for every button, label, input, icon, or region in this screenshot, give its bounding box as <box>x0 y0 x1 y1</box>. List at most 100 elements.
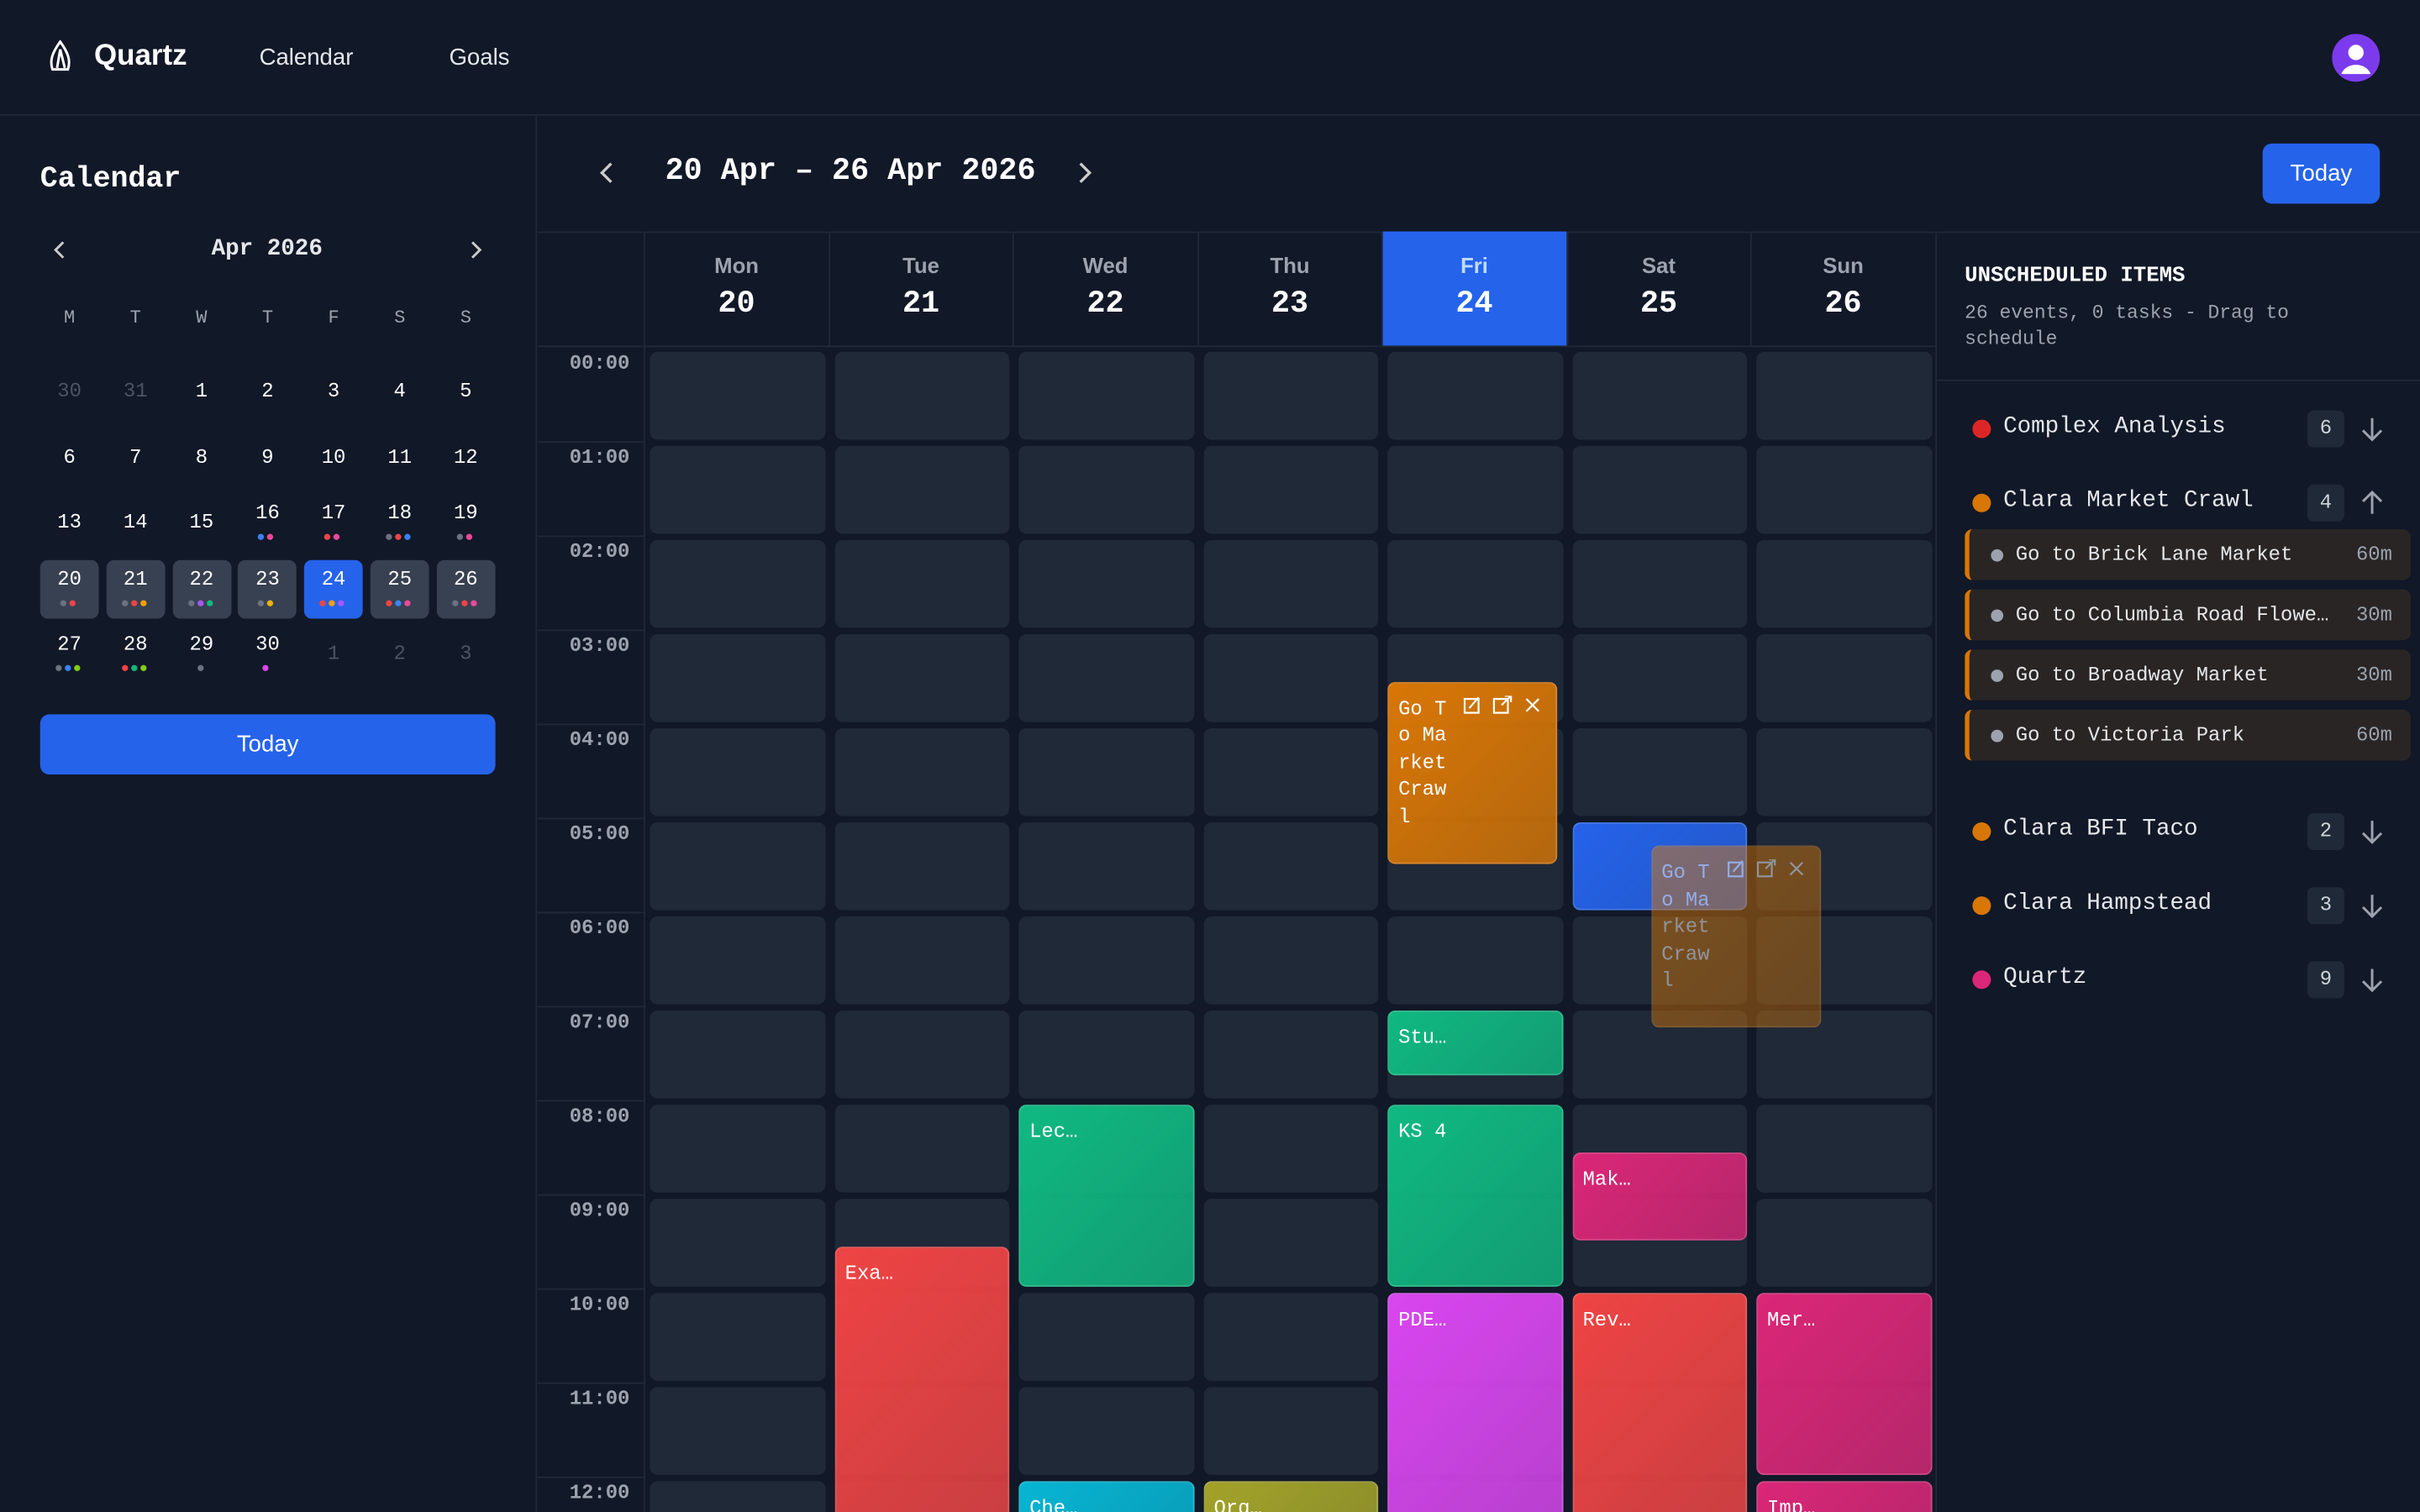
day-cell[interactable]: 29 <box>172 626 231 685</box>
avatar[interactable] <box>2332 34 2381 82</box>
day-cell[interactable]: 24 <box>304 559 363 619</box>
group-row[interactable]: Quartz 9 <box>1937 959 2420 1000</box>
slot[interactable] <box>1202 445 1379 534</box>
day-cell[interactable]: 23 <box>238 559 297 619</box>
day-cell[interactable]: 30 <box>40 363 99 422</box>
today-button[interactable]: Today <box>39 714 496 775</box>
event[interactable]: Imp… <box>1756 1481 1932 1512</box>
slot[interactable] <box>1202 727 1379 816</box>
slot[interactable] <box>834 1105 1010 1193</box>
day-cell[interactable]: 9 <box>239 428 297 487</box>
slot[interactable] <box>1756 351 1932 440</box>
day-cell[interactable]: 2 <box>239 363 297 422</box>
event[interactable]: Org… <box>1202 1481 1379 1512</box>
slot[interactable] <box>650 445 825 534</box>
day-cell[interactable]: 30 <box>239 626 297 685</box>
slot[interactable] <box>1756 1199 1932 1287</box>
slot[interactable] <box>1202 539 1379 628</box>
event[interactable]: Rev… <box>1571 1293 1748 1512</box>
event[interactable]: Mak… <box>1571 1152 1748 1240</box>
day-cell[interactable]: 14 <box>106 494 165 553</box>
slot[interactable] <box>1018 1387 1194 1475</box>
day-cell[interactable]: 11 <box>371 428 429 487</box>
toggle[interactable] <box>2360 817 2384 845</box>
slot[interactable] <box>834 445 1010 534</box>
day-cell[interactable]: 7 <box>106 428 165 487</box>
event[interactable]: Che… <box>1018 1481 1194 1512</box>
slot[interactable] <box>834 1011 1010 1099</box>
unscheduled-item[interactable]: Go to Brick Lane Market 60m <box>1965 529 2411 580</box>
slot[interactable] <box>1202 633 1379 722</box>
slot[interactable] <box>650 1011 825 1099</box>
day-header[interactable]: Sat 25 <box>1567 231 1752 346</box>
prev-month[interactable] <box>50 239 71 261</box>
slot[interactable] <box>1756 727 1932 816</box>
slot[interactable] <box>1387 351 1563 440</box>
group-row[interactable]: Clara BFI Taco 2 <box>1937 811 2420 852</box>
day-cell[interactable]: 1 <box>304 626 363 685</box>
slot[interactable] <box>1202 1199 1379 1287</box>
slot[interactable] <box>650 1293 825 1381</box>
slot[interactable] <box>1571 633 1748 722</box>
slot[interactable] <box>1202 1293 1379 1381</box>
slot[interactable] <box>1756 1105 1932 1193</box>
day-cell[interactable]: 21 <box>106 559 166 619</box>
slot[interactable] <box>1018 1011 1194 1099</box>
day-header[interactable]: Wed 22 <box>1014 231 1199 346</box>
day-cell[interactable]: 5 <box>436 363 495 422</box>
day-cell[interactable]: 8 <box>172 428 231 487</box>
slot[interactable] <box>834 351 1010 440</box>
day-cell[interactable]: 10 <box>304 428 363 487</box>
slot[interactable] <box>650 539 825 628</box>
unscheduled-item[interactable]: Go to Columbia Road Flowe… 30m <box>1965 589 2411 641</box>
day-cell[interactable]: 4 <box>371 363 429 422</box>
day-cell[interactable]: 25 <box>370 559 429 619</box>
slot[interactable] <box>1202 1387 1379 1475</box>
slot[interactable] <box>1387 916 1563 1005</box>
slot[interactable] <box>834 539 1010 628</box>
day-cell[interactable]: 3 <box>436 626 495 685</box>
slot[interactable] <box>1202 1011 1379 1099</box>
day-cell[interactable]: 26 <box>436 559 496 619</box>
day-cell[interactable]: 1 <box>172 363 231 422</box>
toggle[interactable] <box>2360 966 2384 994</box>
event[interactable]: Exa… <box>834 1246 1010 1512</box>
day-cell[interactable]: 3 <box>304 363 363 422</box>
day-cell[interactable]: 20 <box>39 559 99 619</box>
nav-link[interactable]: Calendar <box>259 45 354 71</box>
slot[interactable] <box>1202 916 1379 1005</box>
slot[interactable] <box>1756 539 1932 628</box>
day-header[interactable]: Sun 26 <box>1752 231 1937 346</box>
next-week[interactable] <box>1074 160 1096 185</box>
slot[interactable] <box>1018 1293 1194 1381</box>
slot[interactable] <box>1571 351 1748 440</box>
day-header[interactable]: Tue 21 <box>829 231 1014 346</box>
prev-week[interactable] <box>596 160 618 185</box>
slot[interactable] <box>1202 351 1379 440</box>
day-header[interactable]: Fri 24 <box>1382 231 1568 346</box>
group-row[interactable]: Clara Hampstead 3 <box>1937 885 2420 926</box>
toggle[interactable] <box>2360 415 2384 443</box>
slot[interactable] <box>834 633 1010 722</box>
day-cell[interactable]: 27 <box>40 626 99 685</box>
slot[interactable] <box>650 1105 825 1193</box>
day-cell[interactable]: 19 <box>436 494 495 553</box>
day-cell[interactable]: 12 <box>436 428 495 487</box>
slot[interactable] <box>834 822 1010 911</box>
day-cell[interactable]: 13 <box>40 494 99 553</box>
slot[interactable] <box>1018 822 1194 911</box>
slot[interactable] <box>1018 633 1194 722</box>
slot[interactable] <box>1571 539 1748 628</box>
toggle[interactable] <box>2360 892 2384 920</box>
slot[interactable] <box>1202 1105 1379 1193</box>
toggle[interactable] <box>2360 489 2384 517</box>
event[interactable]: KS 4 <box>1387 1105 1563 1287</box>
slot[interactable] <box>650 727 825 816</box>
event[interactable]: Lec… <box>1018 1105 1194 1287</box>
nav-link[interactable]: Goals <box>449 45 510 71</box>
slot[interactable] <box>650 822 825 911</box>
slot[interactable] <box>1018 727 1194 816</box>
drag-ghost[interactable]: Go To Market Crawl <box>1650 845 1821 1028</box>
day-cell[interactable]: 2 <box>371 626 429 685</box>
event[interactable]: Stu… <box>1387 1011 1563 1075</box>
